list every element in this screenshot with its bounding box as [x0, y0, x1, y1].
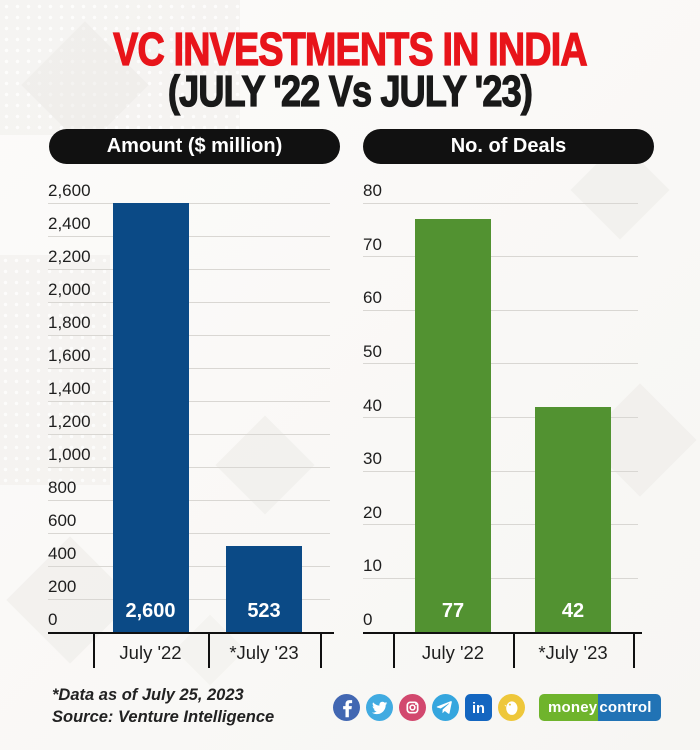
bar [226, 545, 302, 632]
gridline [48, 235, 330, 237]
x-axis-tick [633, 632, 635, 668]
y-tick-label: 2,000 [48, 280, 91, 299]
gridline [48, 301, 330, 303]
y-tick-label: 1,000 [48, 445, 91, 464]
gridline [363, 577, 638, 579]
gridline [363, 363, 638, 365]
y-tick-label: 80 [363, 181, 382, 200]
y-tick-label: 40 [363, 395, 382, 415]
gridline [363, 309, 638, 311]
y-tick-label: 800 [48, 478, 77, 497]
y-tick-label: 1,600 [48, 346, 91, 365]
facebook-icon[interactable] [333, 694, 360, 721]
x-category-label: *July '23 [229, 642, 299, 663]
gridline [48, 598, 330, 600]
gridline [363, 417, 638, 418]
gridline [363, 470, 638, 472]
x-axis-tick [208, 632, 210, 668]
gridline [48, 466, 330, 468]
gridline [48, 400, 330, 402]
y-tick-label: 30 [363, 449, 382, 469]
moneycontrol-logo-control: control [598, 694, 661, 721]
bar [415, 219, 491, 632]
y-tick-label: 10 [363, 556, 382, 576]
y-tick-label: 50 [363, 341, 382, 361]
y-tick-label: 0 [48, 610, 58, 629]
y-tick-label: 0 [363, 610, 373, 629]
x-category-label: July '22 [119, 642, 182, 663]
page-title: VC INVESTMENTS IN INDIA [113, 22, 589, 75]
x-axis-line [363, 632, 642, 634]
gridline [48, 202, 330, 204]
moneycontrol-logo-money: money [539, 694, 599, 721]
gridline [48, 532, 330, 534]
chart-header-deals: No. of Deals [363, 129, 654, 164]
amount-chart: 0 200 400 600 800 1,000 1,200 1,400 1,600 1,800 2,… [40, 181, 352, 690]
gridline [48, 565, 330, 567]
moneycontrol-logo[interactable]: money control [539, 694, 661, 721]
linkedin-icon[interactable]: in [465, 694, 492, 721]
y-tick-label: 1,400 [48, 379, 91, 398]
x-axis-tick [93, 632, 95, 668]
background-texture [0, 255, 110, 485]
y-tick-label: 20 [363, 502, 382, 522]
bar [112, 203, 189, 632]
footnote-data-line: *Data as of July 25, 2023 [52, 686, 244, 704]
chart-header-amount: Amount ($ million) [49, 129, 340, 164]
x-category-label: July '22 [421, 642, 485, 663]
social-icons-row: in money control [333, 694, 661, 721]
koo-icon[interactable] [498, 694, 525, 721]
bar-value-label: 42 [561, 600, 585, 622]
gridline [48, 367, 330, 369]
gridline [48, 499, 330, 501]
y-tick-label: 2,400 [48, 214, 91, 233]
y-tick-label: 200 [48, 577, 77, 596]
y-tick-label: 1,200 [48, 412, 91, 431]
page-subtitle: (JULY '22 Vs JULY '23) [167, 66, 533, 116]
x-axis-tick [513, 632, 515, 668]
bar-value-label: 523 [247, 600, 281, 622]
y-tick-label: 1,800 [48, 313, 91, 332]
bar [535, 406, 611, 632]
instagram-icon[interactable] [399, 694, 426, 721]
gridline [48, 268, 330, 270]
svg-text:in: in [472, 701, 485, 717]
x-category-label: *July '23 [538, 642, 608, 663]
bar-value-label: 77 [441, 600, 465, 622]
gridline [363, 524, 638, 526]
gridline [363, 256, 638, 258]
y-tick-label: 2,600 [48, 181, 91, 200]
y-tick-label: 600 [48, 511, 77, 530]
footnote-source-line: Source: Venture Intelligence [52, 708, 275, 727]
deals-chart: 0 10 20 30 40 50 60 70 80 77 July '22 42 *July '23 [355, 181, 667, 690]
x-axis-line [48, 632, 334, 634]
gridline [48, 433, 330, 435]
y-tick-label: 2,200 [48, 247, 91, 266]
gridline [48, 334, 330, 336]
y-tick-label: 70 [363, 234, 382, 254]
telegram-icon[interactable] [432, 694, 459, 721]
twitter-icon[interactable] [366, 694, 393, 721]
x-axis-tick [393, 632, 395, 668]
bar-value-label: 2,600 [125, 600, 176, 622]
y-tick-label: 400 [48, 544, 77, 563]
x-axis-tick [320, 632, 322, 668]
gridline [363, 202, 638, 204]
y-tick-label: 60 [363, 288, 382, 308]
footnote: *Data as of July 25, 2023 Source: Ventur… [52, 684, 274, 729]
